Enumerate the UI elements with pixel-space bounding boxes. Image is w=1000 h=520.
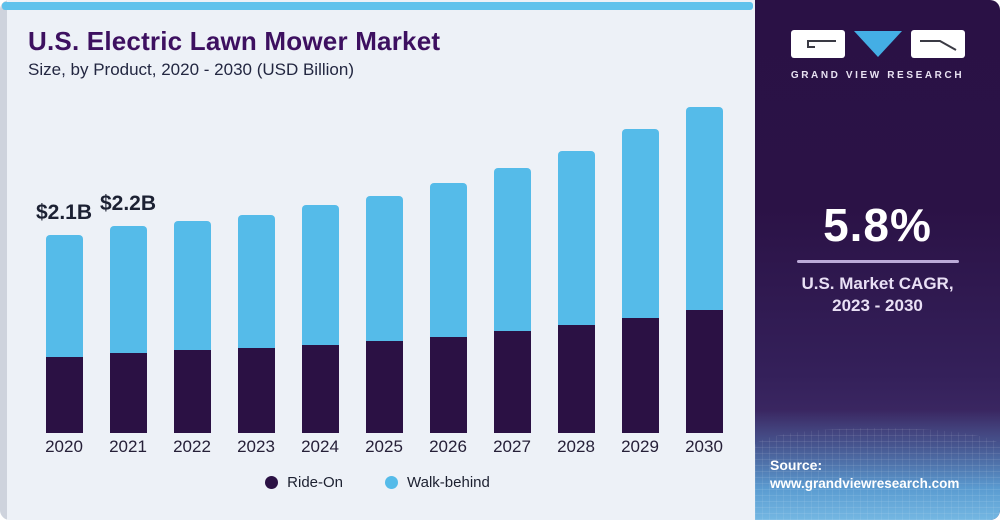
bar-2027 bbox=[493, 168, 531, 433]
source-block: Source: www.grandviewresearch.com bbox=[770, 457, 959, 491]
bar-segment-2022-walk-behind bbox=[173, 220, 211, 350]
bar-2020 bbox=[45, 235, 83, 433]
x-tick-2024: 2024 bbox=[301, 437, 339, 456]
bar-2028 bbox=[557, 151, 595, 433]
bar-2025 bbox=[365, 196, 403, 433]
chart-legend: Ride-On Walk-behind bbox=[0, 474, 755, 491]
bar-segment-2020-ride-on bbox=[45, 356, 83, 433]
mesh-globe-graphic bbox=[755, 410, 1000, 520]
cagr-stat: 5.8% U.S. Market CAGR, 2023 - 2030 bbox=[755, 198, 1000, 317]
bar-segment-2027-walk-behind bbox=[493, 168, 531, 332]
x-tick-2028: 2028 bbox=[557, 437, 595, 456]
left-edge-strip bbox=[0, 0, 7, 520]
legend-label: Walk-behind bbox=[407, 474, 490, 491]
bar-2022 bbox=[173, 220, 211, 433]
x-axis-labels: 2020 2021 2022 2023 2024 2025 2026 2027 2028 2029… bbox=[32, 437, 736, 457]
x-tick-2026: 2026 bbox=[429, 437, 467, 456]
bar-column-2028 bbox=[544, 95, 608, 433]
bar-2024 bbox=[301, 204, 339, 433]
bar-segment-2030-walk-behind bbox=[685, 106, 723, 310]
bar-2030 bbox=[685, 106, 723, 433]
top-accent-strip bbox=[2, 2, 753, 10]
x-tick-2020: 2020 bbox=[45, 437, 83, 456]
bar-segment-2026-walk-behind bbox=[429, 183, 467, 337]
bar-segment-2027-ride-on bbox=[493, 331, 531, 433]
bar-segment-2022-ride-on bbox=[173, 350, 211, 433]
x-tick-2027: 2027 bbox=[493, 437, 531, 456]
bar-segment-2023-walk-behind bbox=[237, 215, 275, 349]
bar-column-2020: $2.1B bbox=[32, 95, 96, 433]
legend-item-walk-behind: Walk-behind bbox=[385, 474, 490, 491]
cagr-caption-line2: 2023 - 2030 bbox=[832, 296, 923, 316]
bar-segment-2030-ride-on bbox=[685, 309, 723, 433]
logo-v-icon bbox=[853, 31, 902, 57]
chart-panel: U.S. Electric Lawn Mower Market Size, by… bbox=[0, 0, 755, 520]
bar-segment-2021-ride-on bbox=[109, 352, 147, 433]
stacked-bar-chart: $2.1B $2.2B bbox=[32, 95, 736, 433]
bar-segment-2021-walk-behind bbox=[109, 225, 147, 353]
grand-view-research-logo: GRAND VIEW RESEARCH bbox=[755, 30, 1000, 81]
logo-shapes bbox=[755, 30, 1000, 60]
bar-column-2025 bbox=[352, 95, 416, 433]
logo-g-icon bbox=[790, 30, 845, 58]
source-url-link[interactable]: www.grandviewresearch.com bbox=[770, 476, 960, 491]
x-tick-2023: 2023 bbox=[237, 437, 275, 456]
bar-column-2027 bbox=[480, 95, 544, 433]
bar-segment-2024-ride-on bbox=[301, 345, 339, 433]
bar-column-2023 bbox=[224, 95, 288, 433]
bar-segment-2023-ride-on bbox=[237, 348, 275, 433]
page-title: U.S. Electric Lawn Mower Market bbox=[28, 26, 441, 56]
bar-segment-2028-ride-on bbox=[557, 324, 595, 433]
bar-segment-2029-walk-behind bbox=[621, 129, 659, 318]
bar-2023 bbox=[237, 215, 275, 433]
bar-column-2022 bbox=[160, 95, 224, 433]
page-subtitle: Size, by Product, 2020 - 2030 (USD Billi… bbox=[28, 60, 354, 79]
bar-segment-2028-walk-behind bbox=[557, 151, 595, 325]
legend-dot-icon bbox=[265, 476, 279, 489]
bar-column-2024 bbox=[288, 95, 352, 433]
bar-2021 bbox=[109, 225, 147, 433]
x-tick-2025: 2025 bbox=[365, 437, 403, 456]
logo-r-icon bbox=[910, 30, 965, 58]
cagr-caption-line1: U.S. Market CAGR, bbox=[801, 274, 954, 293]
bar-column-2030 bbox=[672, 95, 736, 433]
brand-sidebar: GRAND VIEW RESEARCH 5.8% U.S. Market CAG… bbox=[755, 0, 1000, 520]
bar-segment-2020-walk-behind bbox=[45, 235, 83, 357]
value-label-2020: $2.1B bbox=[35, 201, 93, 225]
stat-divider bbox=[796, 260, 959, 263]
cagr-caption: U.S. Market CAGR, 2023 - 2030 bbox=[755, 273, 1000, 317]
legend-item-ride-on: Ride-On bbox=[265, 474, 343, 491]
legend-label: Ride-On bbox=[287, 474, 344, 491]
bar-column-2026 bbox=[416, 95, 480, 433]
bar-2029 bbox=[621, 129, 659, 433]
x-tick-2022: 2022 bbox=[173, 437, 211, 456]
bar-column-2029 bbox=[608, 95, 672, 433]
bar-2026 bbox=[429, 183, 467, 433]
value-label-2021: $2.2B bbox=[99, 191, 157, 215]
bar-segment-2025-walk-behind bbox=[365, 196, 403, 341]
cagr-value: 5.8% bbox=[823, 199, 932, 251]
bar-segment-2024-walk-behind bbox=[301, 204, 339, 346]
legend-dot-icon bbox=[385, 476, 399, 489]
bar-segment-2026-ride-on bbox=[429, 336, 467, 433]
bar-column-2021: $2.2B bbox=[96, 95, 160, 433]
x-tick-2029: 2029 bbox=[621, 437, 659, 456]
bar-segment-2025-ride-on bbox=[365, 340, 403, 433]
bar-segment-2029-ride-on bbox=[621, 318, 659, 433]
source-label: Source: bbox=[770, 457, 823, 473]
brand-name: GRAND VIEW RESEARCH bbox=[790, 70, 965, 81]
x-tick-2021: 2021 bbox=[109, 437, 147, 456]
x-tick-2030: 2030 bbox=[685, 437, 723, 456]
